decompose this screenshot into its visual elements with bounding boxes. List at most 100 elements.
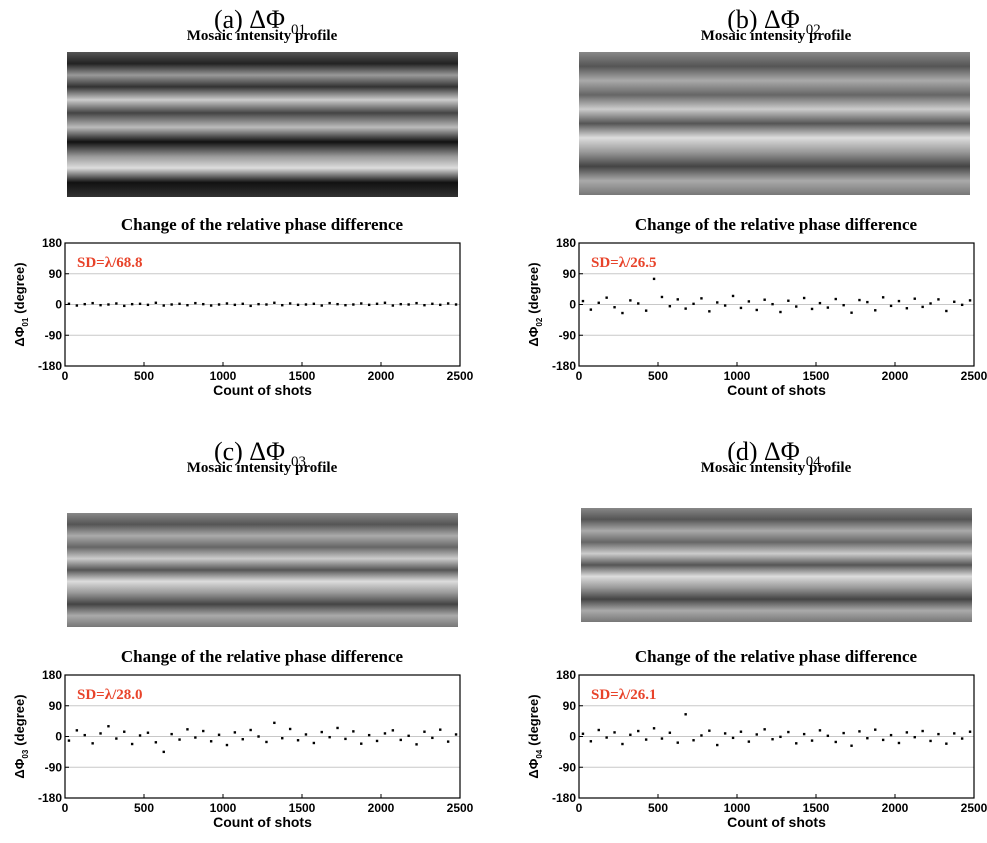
x-tick-label: 1500	[803, 801, 830, 815]
point	[146, 731, 150, 734]
point	[375, 739, 379, 743]
point	[929, 302, 932, 305]
point	[336, 302, 339, 306]
point	[826, 734, 830, 738]
point	[446, 302, 450, 305]
panel-title-main: (d) ΔΦ	[727, 437, 800, 466]
panel-title-sub: 02	[806, 22, 821, 38]
point	[597, 301, 600, 304]
point	[889, 733, 893, 737]
point	[75, 304, 79, 307]
x-tick-label: 2000	[368, 369, 395, 383]
y-axis-label-unit: (degree)	[12, 262, 27, 313]
point	[249, 728, 252, 732]
point	[921, 729, 924, 733]
point	[304, 303, 308, 306]
point	[747, 740, 751, 743]
image-title: Mosaic intensity profile	[701, 28, 852, 44]
x-tick-label: 2500	[961, 801, 987, 815]
point	[265, 740, 268, 744]
point	[367, 733, 371, 737]
point	[842, 731, 845, 735]
point	[178, 738, 181, 741]
point	[296, 303, 300, 307]
point	[439, 303, 442, 307]
point	[320, 304, 323, 307]
y-axis-label-symbol: ΔΦ	[12, 758, 27, 778]
point	[375, 302, 379, 306]
point	[779, 735, 782, 739]
point	[692, 302, 695, 306]
point	[391, 304, 395, 307]
point	[810, 307, 814, 311]
point	[383, 732, 387, 735]
image-title: Mosaic intensity profile	[187, 28, 338, 44]
point	[439, 728, 442, 731]
x-axis-label: Count of shots	[213, 814, 312, 830]
point	[802, 296, 806, 300]
point	[747, 300, 751, 303]
point	[723, 304, 727, 307]
point	[629, 733, 632, 736]
y-tick-label: -90	[45, 328, 63, 342]
y-tick-label: 0	[55, 730, 62, 744]
point	[676, 298, 679, 301]
point	[637, 302, 640, 305]
point	[850, 744, 853, 747]
point	[652, 277, 656, 281]
mosaic-images	[67, 52, 972, 627]
y-tick-label: 180	[556, 668, 576, 682]
point	[644, 738, 648, 741]
point	[739, 306, 743, 310]
y-axis-label-sub: 04	[535, 749, 544, 758]
x-tick-label: 0	[62, 369, 69, 383]
x-tick-label: 1500	[289, 369, 316, 383]
point	[945, 742, 948, 745]
point	[241, 738, 244, 741]
point	[304, 733, 308, 736]
y-tick-label: 180	[42, 236, 62, 250]
point	[731, 294, 735, 298]
point	[723, 732, 727, 735]
y-axis-label-unit: (degree)	[526, 694, 541, 745]
y-tick-label: -90	[559, 328, 577, 342]
x-tick-label: 2500	[961, 369, 987, 383]
y-tick-label: 90	[49, 699, 63, 713]
y-tick-label: 0	[55, 298, 62, 312]
point	[217, 303, 221, 306]
point	[257, 735, 260, 738]
y-axis-label-symbol: ΔΦ	[526, 326, 541, 346]
point	[99, 303, 102, 307]
point	[209, 740, 213, 743]
point	[937, 732, 940, 736]
panel-title-main: (a) ΔΦ	[214, 5, 285, 34]
point	[273, 721, 276, 725]
point	[281, 737, 284, 740]
point	[99, 732, 102, 735]
x-tick-label: 0	[576, 369, 583, 383]
point	[186, 303, 189, 307]
point	[399, 302, 402, 306]
point	[866, 300, 869, 304]
point	[75, 729, 79, 732]
plot-title: Change of the relative phase difference	[635, 215, 918, 234]
mosaic-image	[67, 52, 458, 197]
x-tick-label: 2500	[447, 801, 474, 815]
point	[225, 302, 229, 305]
point	[344, 737, 347, 741]
y-axis-label-sub: 01	[21, 317, 30, 326]
point	[700, 297, 703, 300]
point	[138, 734, 142, 737]
point	[945, 309, 948, 313]
y-tick-label: 90	[563, 267, 577, 281]
plot-title: Change of the relative phase difference	[635, 647, 918, 666]
point	[660, 737, 664, 740]
point	[217, 733, 221, 736]
point	[692, 739, 695, 742]
point	[241, 302, 244, 306]
panel-title-main: (c) ΔΦ	[214, 437, 285, 466]
point	[107, 725, 110, 728]
point	[107, 303, 110, 306]
